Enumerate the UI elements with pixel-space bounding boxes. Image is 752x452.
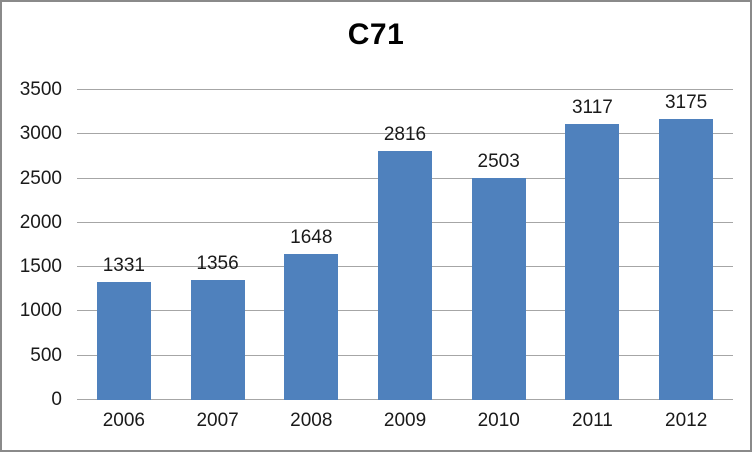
x-tick-label-2006: 2006 — [102, 410, 145, 431]
chart-title: C71 — [347, 18, 405, 51]
bar-value-label-2010: 2503 — [477, 151, 520, 173]
y-tick-label-500: 500 — [30, 344, 62, 366]
x-tick-label-2011: 2011 — [572, 410, 613, 431]
y-tick-label-1000: 1000 — [19, 300, 62, 322]
bar-slot-2008: 1648 — [264, 90, 358, 400]
x-tick-label-2009: 2009 — [383, 410, 427, 431]
bar-value-label-2006: 1331 — [102, 255, 145, 277]
y-tick-label-3500: 3500 — [19, 79, 62, 100]
bar-2009 — [377, 150, 432, 400]
y-tick-label-2000: 2000 — [19, 211, 62, 233]
x-axis: 2006 2007 2008 2009 2010 2011 2012 — [77, 408, 733, 434]
bar-slot-2009: 2816 — [358, 90, 452, 400]
bar-2007 — [190, 279, 245, 400]
y-tick-label-0: 0 — [51, 389, 62, 410]
y-axis: 0 500 1000 1500 2000 2500 3000 3500 — [2, 79, 69, 410]
bar-2008 — [284, 254, 339, 400]
gridline-3500 — [77, 89, 733, 90]
plot-area: 1331 1356 1648 2816 2503 3117 3175 — [77, 89, 733, 400]
bar-slot-2006: 1331 — [77, 90, 171, 400]
bar-slot-2007: 1356 — [171, 90, 265, 400]
x-tick-label-2008: 2008 — [290, 410, 333, 431]
bar-2010 — [471, 178, 526, 400]
bar-value-label-2007: 1356 — [196, 252, 239, 274]
bar-value-label-2008: 1648 — [290, 227, 333, 249]
bar-value-label-2009: 2816 — [383, 123, 427, 145]
bar-2012 — [659, 118, 714, 400]
gridline-3000 — [77, 133, 733, 135]
bar-slot-2011: 3117 — [546, 90, 640, 400]
bar-value-label-2011: 3117 — [571, 96, 613, 118]
y-tick-label-1500: 1500 — [19, 256, 62, 278]
x-tick-label-2007: 2007 — [196, 410, 239, 431]
bar-slot-2010: 2503 — [452, 90, 546, 400]
bar-2011 — [565, 123, 620, 400]
bar-2006 — [96, 282, 151, 400]
y-tick-label-3000: 3000 — [19, 123, 62, 145]
x-tick-label-2010: 2010 — [477, 410, 520, 431]
y-tick-label-2500: 2500 — [19, 167, 62, 189]
bar-slot-2012: 3175 — [639, 90, 733, 400]
x-tick-label-2012: 2012 — [665, 410, 708, 431]
bar-value-label-2012: 3175 — [664, 91, 708, 113]
